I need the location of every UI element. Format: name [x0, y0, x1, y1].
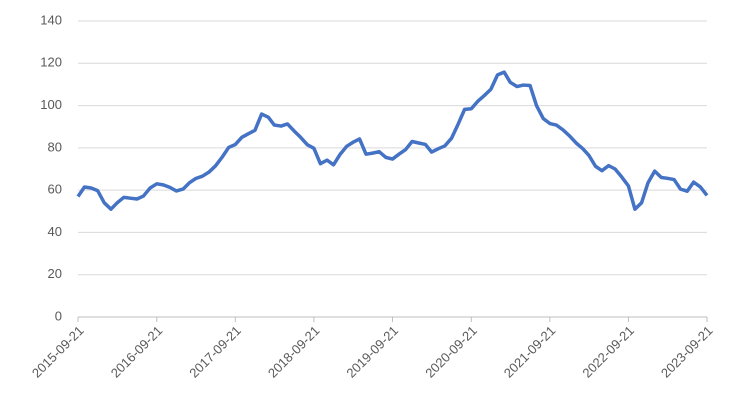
y-tick-label: 120: [40, 55, 62, 70]
y-tick-label: 40: [48, 224, 62, 239]
x-tick-label: 2015-09-21: [29, 323, 87, 381]
x-tick-label: 2019-09-21: [343, 323, 401, 381]
x-tick-label: 2020-09-21: [422, 323, 480, 381]
x-tick-label: 2021-09-21: [501, 323, 559, 381]
y-tick-label: 140: [40, 12, 62, 27]
x-tick-label: 2018-09-21: [265, 323, 323, 381]
y-tick-label: 100: [40, 97, 62, 112]
x-tick-label: 2023-09-21: [658, 323, 716, 381]
y-tick-label: 0: [55, 308, 62, 323]
data-line: [76, 70, 709, 211]
y-tick-label: 60: [48, 182, 62, 197]
x-tick-label: 2022-09-21: [579, 323, 637, 381]
y-tick-label: 80: [48, 139, 62, 154]
y-tick-label: 20: [48, 266, 62, 281]
x-tick-label: 2017-09-21: [186, 323, 244, 381]
x-tick-label: 2016-09-21: [108, 323, 166, 381]
